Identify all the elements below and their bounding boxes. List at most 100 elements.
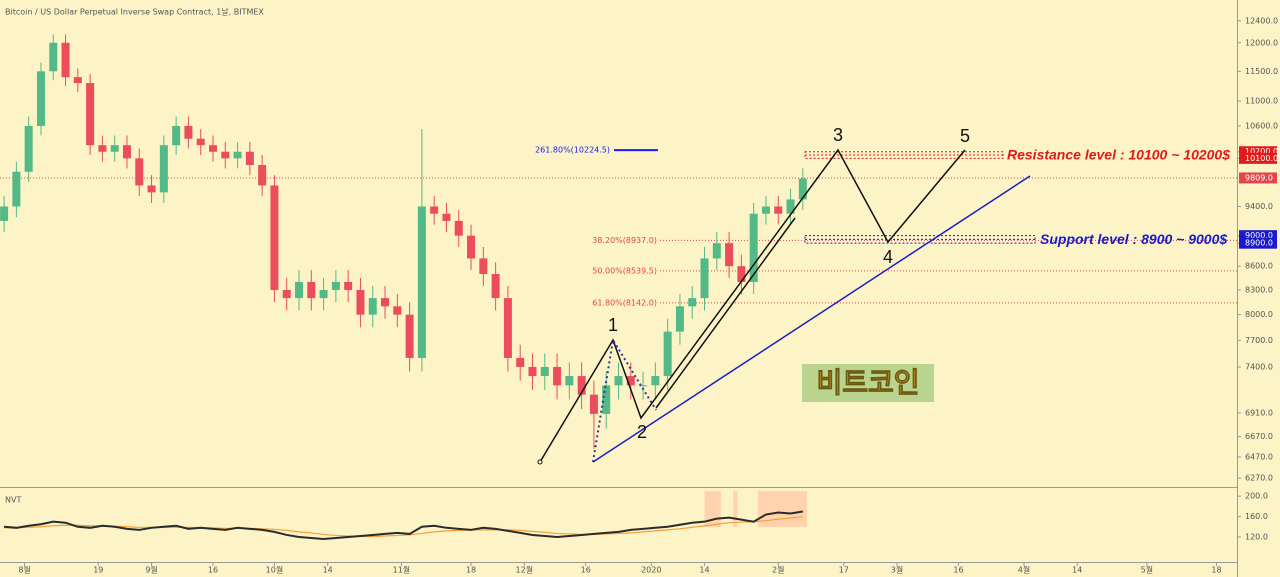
candle-body xyxy=(368,298,377,315)
y-tick-label: 8300.0 xyxy=(1245,285,1273,294)
candle-body xyxy=(159,145,168,193)
price-tag xyxy=(1239,146,1277,158)
candle-body xyxy=(147,185,156,193)
candle-body xyxy=(553,366,562,386)
candle-body xyxy=(749,213,758,282)
candle-body xyxy=(700,258,709,299)
indicator-line xyxy=(4,515,803,538)
marks: 261.80%(10224.5) 38.20%(8937.0) 50.00%(853… xyxy=(0,34,1237,541)
candle-body xyxy=(774,206,783,214)
x-tick-label: 2020 xyxy=(641,566,661,575)
candle-body xyxy=(712,243,721,259)
candle-body xyxy=(295,281,304,299)
candle-body xyxy=(565,376,574,386)
y-tick-label: 7400.0 xyxy=(1245,362,1273,371)
indicator-y-tick-label: 160.0 xyxy=(1245,512,1268,521)
candle-body xyxy=(258,165,267,186)
candle-body xyxy=(184,125,193,139)
candle-body xyxy=(122,145,131,159)
y-tick-label: 11500.0 xyxy=(1245,67,1278,76)
x-tick-label: 18 xyxy=(1211,566,1221,575)
fib-label: 38.20%(8937.0) xyxy=(592,236,657,245)
candle-body xyxy=(467,235,476,259)
candle-body xyxy=(540,366,549,377)
indicator-y-tick-label: 120.0 xyxy=(1245,532,1268,541)
candle-body xyxy=(442,213,451,221)
x-tick-label: 11월 xyxy=(393,565,411,575)
y-tick-label: 10600.0 xyxy=(1245,121,1278,130)
candle-body xyxy=(36,71,45,126)
candle-body xyxy=(61,42,70,78)
candle-body xyxy=(417,206,426,358)
candle-body xyxy=(503,298,512,358)
zone-label: Resistance level : 10100 ~ 10200$ xyxy=(1007,147,1230,163)
candle-body xyxy=(196,138,205,146)
x-tick-label: 5월 xyxy=(1141,565,1153,575)
y-tick-label: 9400.0 xyxy=(1245,202,1273,211)
elliott-wave xyxy=(539,148,966,463)
chart-title: Bitcoin / US Dollar Perpetual Inverse Sw… xyxy=(5,7,264,17)
candle-body xyxy=(589,394,598,414)
x-tick-label: 12월 xyxy=(516,565,534,575)
y-tick-label: 9000.0 xyxy=(1245,231,1273,240)
candle-body xyxy=(786,199,795,214)
candle-body xyxy=(282,289,291,299)
fib-label: 61.80%(8142.0) xyxy=(592,298,657,307)
candle-body xyxy=(86,83,95,146)
candle-body xyxy=(454,220,463,236)
price-tag xyxy=(1239,172,1277,184)
candle-body xyxy=(331,281,340,290)
candle-body xyxy=(98,145,107,152)
x-tick-label: 2월 xyxy=(772,565,784,575)
candle-body xyxy=(479,258,488,275)
price-tag xyxy=(1239,237,1277,249)
candle-body xyxy=(761,206,770,214)
x-tick-label: 10월 xyxy=(266,565,284,575)
candle-body xyxy=(12,171,21,207)
x-tick-label: 16 xyxy=(581,566,591,575)
wave-label: 4 xyxy=(883,247,893,267)
candle-body xyxy=(233,151,242,159)
y-tick-label: 6670.0 xyxy=(1245,432,1273,441)
y-tick-label: 7700.0 xyxy=(1245,336,1273,345)
candle-body xyxy=(798,178,807,200)
candle-body xyxy=(639,385,648,387)
wave-label: 5 xyxy=(960,126,970,146)
candle-body xyxy=(270,185,279,290)
y-tick-label: 6270.0 xyxy=(1245,474,1273,483)
candle-body xyxy=(0,206,9,221)
sub-wave xyxy=(592,337,657,463)
candle-body xyxy=(626,376,635,386)
wave-label: 3 xyxy=(833,125,843,145)
candle-body xyxy=(319,289,328,299)
candle-body xyxy=(430,206,439,214)
price-tag xyxy=(1239,152,1277,164)
candle-body xyxy=(172,125,181,146)
zone-label: Support level : 8900 ~ 9000$ xyxy=(1040,231,1227,247)
candle-body xyxy=(208,145,217,152)
y-tick-label: 8600.0 xyxy=(1245,262,1273,271)
candle-body xyxy=(344,281,353,290)
candle-body xyxy=(245,151,254,166)
candle-body xyxy=(602,385,611,414)
wave-anchor xyxy=(537,459,543,465)
candle-body xyxy=(307,281,316,299)
indicator-shade xyxy=(733,491,738,527)
y-tick-label: 12000.0 xyxy=(1245,38,1278,47)
x-tick-label: 16 xyxy=(208,566,218,575)
x-tick-label: 9월 xyxy=(145,565,157,575)
x-tick-label: 17 xyxy=(839,566,849,575)
indicator-line xyxy=(4,510,803,541)
wave-channel xyxy=(655,217,796,409)
candle-body xyxy=(577,376,586,395)
candle-body xyxy=(663,331,672,377)
candle-body xyxy=(737,266,746,282)
candle-body xyxy=(675,306,684,332)
candle-body xyxy=(491,274,500,299)
watermark: 비트코인 xyxy=(816,366,919,399)
x-tick-label: 14 xyxy=(1072,566,1082,575)
candle-body xyxy=(135,158,144,186)
x-tick-label: 14 xyxy=(323,566,333,575)
